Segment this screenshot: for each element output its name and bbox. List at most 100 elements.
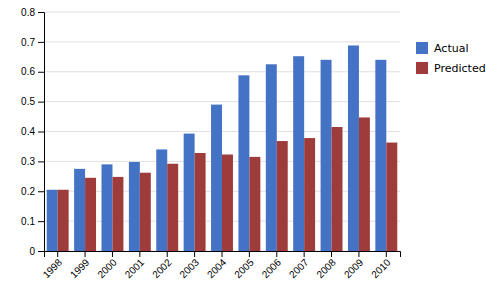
- x-tick-mark: [167, 251, 168, 257]
- x-tick-label: 2003: [177, 256, 201, 280]
- x-tick-label: 2008: [314, 256, 338, 280]
- plot: 1998199920002001200220032004200520062007…: [21, 7, 400, 280]
- grid: [44, 12, 400, 251]
- legend-swatch: [416, 42, 428, 54]
- x-tick-label: 2004: [205, 256, 229, 280]
- y-tick-label: 0.3: [21, 156, 35, 167]
- bar: [195, 153, 206, 251]
- grid-line: [44, 101, 400, 102]
- y-axis: 00.10.20.30.40.50.60.70.8: [21, 7, 44, 257]
- bar: [359, 117, 370, 251]
- x-tick-mark: [386, 251, 387, 257]
- x-tick-label: 2007: [287, 256, 311, 280]
- legend-label: Actual: [434, 42, 468, 55]
- y-tick-mark: [38, 102, 44, 103]
- x-tick-mark: [194, 251, 195, 257]
- y-tick-label: 0: [29, 246, 35, 257]
- y-tick-label: 0.4: [21, 126, 35, 137]
- x-axis-line: [45, 252, 401, 258]
- y-tick-mark: [38, 161, 44, 162]
- y-tick-mark: [38, 191, 44, 192]
- bar: [167, 164, 178, 251]
- x-tick-label: 1998: [41, 256, 65, 280]
- x-tick-mark: [331, 251, 332, 257]
- bar: [321, 60, 332, 251]
- x-tick-mark: [57, 251, 58, 257]
- y-tick-mark: [38, 72, 44, 73]
- x-tick-label: 2006: [260, 256, 284, 280]
- bar: [304, 138, 315, 251]
- bar: [85, 178, 96, 251]
- x-tick: 1998: [41, 251, 65, 280]
- x-tick: 2009: [342, 251, 366, 280]
- x-tick-mark: [85, 251, 86, 257]
- bar: [211, 105, 222, 251]
- y-tick: 0.2: [21, 186, 44, 197]
- x-tick-label: 2009: [342, 256, 366, 280]
- y-tick: 0.7: [21, 37, 44, 48]
- x-tick-mark: [249, 251, 250, 257]
- legend-swatch: [416, 62, 428, 74]
- x-tick-mark: [222, 251, 223, 257]
- x-tick-label: 1999: [68, 256, 92, 280]
- y-tick-label: 0.7: [21, 37, 35, 48]
- bar: [375, 60, 386, 251]
- bar: [348, 45, 359, 251]
- bar: [238, 75, 249, 251]
- legend-item: Actual: [416, 42, 468, 55]
- bar: [332, 127, 343, 251]
- bar: [102, 164, 113, 251]
- x-tick-label: 2002: [150, 256, 174, 280]
- y-tick: 0.4: [21, 126, 44, 137]
- x-tick: 2007: [287, 251, 311, 280]
- x-tick-label: 2005: [232, 256, 256, 280]
- x-tick: 2002: [150, 251, 174, 280]
- legend-label: Predicted: [434, 62, 486, 75]
- bar: [184, 134, 195, 251]
- legend: Actual Predicted: [416, 42, 486, 75]
- bar-series: [58, 117, 398, 251]
- y-tick-mark: [38, 251, 44, 252]
- y-tick-mark: [38, 12, 44, 13]
- x-tick-label: 2010: [369, 256, 393, 280]
- grid-line: [44, 41, 400, 42]
- y-tick-mark: [38, 221, 44, 222]
- y-tick-label: 0.2: [21, 186, 35, 197]
- x-tick-mark: [139, 251, 140, 257]
- x-tick-mark: [276, 251, 277, 257]
- x-tick-mark: [358, 251, 359, 257]
- grid-line: [44, 12, 400, 13]
- x-tick: 2008: [314, 251, 338, 280]
- y-axis-line: [38, 13, 45, 252]
- y-tick: 0.5: [21, 96, 44, 107]
- bar: [47, 190, 58, 251]
- x-tick-mark: [112, 251, 113, 257]
- x-tick-mark: [304, 251, 305, 257]
- bar: [156, 149, 167, 251]
- x-tick: 2006: [260, 251, 284, 280]
- y-tick-label: 0.5: [21, 96, 35, 107]
- bar: [58, 190, 69, 251]
- x-tick-label: 2000: [95, 256, 119, 280]
- x-tick: 2000: [95, 251, 119, 280]
- x-tick: 2005: [232, 251, 256, 280]
- x-tick: 2003: [177, 251, 201, 280]
- x-axis: 1998199920002001200220032004200520062007…: [41, 251, 401, 280]
- bar: [112, 177, 123, 251]
- y-tick-label: 0.8: [21, 7, 35, 18]
- chart: 1998199920002001200220032004200520062007…: [0, 0, 500, 299]
- y-tick: 0.3: [21, 156, 44, 167]
- y-tick-mark: [38, 42, 44, 43]
- x-tick: 2004: [205, 251, 229, 280]
- bar: [277, 141, 288, 251]
- y-tick: 0.1: [21, 216, 44, 227]
- bar: [266, 64, 277, 251]
- bar: [222, 155, 233, 251]
- bar: [386, 143, 397, 251]
- x-tick: 2010: [369, 251, 393, 280]
- legend-item: Predicted: [416, 62, 486, 75]
- y-tick-mark: [38, 132, 44, 133]
- x-tick: 2001: [123, 251, 147, 280]
- grid-line: [44, 71, 400, 72]
- x-tick-label: 2001: [123, 256, 147, 280]
